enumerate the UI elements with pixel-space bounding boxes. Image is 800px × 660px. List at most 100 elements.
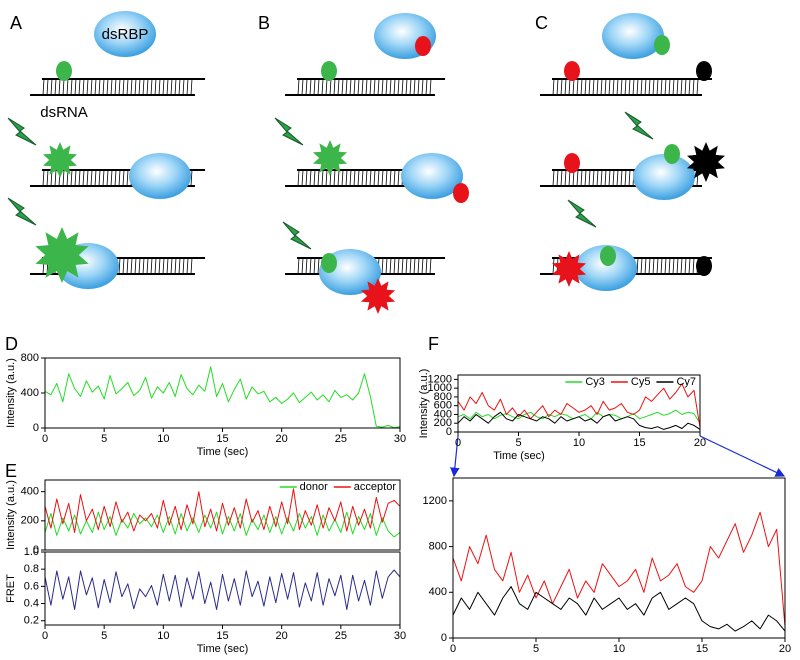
x-tick-label: 15 [216, 630, 228, 642]
plot-frame [452, 477, 786, 639]
base-pairs [42, 78, 193, 96]
trace [44, 488, 401, 533]
dye [600, 246, 616, 266]
panel-label: B [258, 13, 270, 33]
panel-label: C [535, 13, 548, 33]
x-tick-label: 10 [157, 433, 169, 445]
y-tick-label: 0 [33, 544, 39, 556]
plot-frame [44, 357, 401, 429]
legend-label: donor [300, 481, 328, 493]
x-tick-label: 0 [42, 630, 48, 642]
legend-label: Cy3 [585, 376, 605, 388]
x-tick-label: 25 [335, 433, 347, 445]
x-tick-label: 15 [633, 437, 645, 449]
protein [602, 13, 664, 59]
dye [321, 253, 337, 273]
fluorescence-burst [551, 251, 587, 287]
x-tick-label: 20 [276, 433, 288, 445]
excitation [282, 221, 312, 250]
y-tick-label: 0.6 [24, 580, 39, 592]
dye [654, 35, 670, 55]
y-tick-label: 1200 [428, 373, 452, 385]
trace [457, 411, 701, 430]
x-tick-label: 0 [450, 643, 456, 655]
legend-label: Cy5 [631, 376, 651, 388]
fluorescence-burst [35, 227, 89, 283]
x-tick-label: 30 [394, 630, 406, 642]
fluorescence-burst [687, 142, 725, 182]
zoom-arrow [450, 435, 460, 478]
y-tick-label: 400 [434, 408, 452, 420]
x-tick-label: 5 [515, 437, 521, 449]
trace [44, 366, 401, 429]
protein [401, 153, 463, 199]
dye [664, 144, 680, 164]
protein [129, 153, 191, 199]
excitation [567, 199, 597, 228]
y-tick-label: 600 [434, 400, 452, 412]
panel-label: F [428, 334, 439, 354]
dye [696, 256, 712, 276]
trace [452, 586, 786, 632]
y-tick-label: 0.8 [24, 563, 39, 575]
y-tick-label: 0 [33, 422, 39, 434]
dye [564, 61, 580, 81]
dye [56, 61, 72, 81]
x-tick-label: 25 [335, 630, 347, 642]
plot-frame [457, 374, 701, 433]
x-tick-label: 0 [455, 437, 461, 449]
y-axis-label: Intensity (a.u.) [5, 480, 17, 550]
y-tick-label: 0 [446, 426, 452, 438]
x-tick-label: 10 [157, 630, 169, 642]
panel-label: D [5, 334, 18, 354]
y-tick-label: 400 [21, 387, 39, 399]
dye [321, 61, 337, 81]
panel-label: A [10, 13, 22, 33]
zoom-arrow [699, 435, 786, 477]
dye [453, 183, 469, 203]
y-axis-label: Intensity (a.u.) [5, 358, 17, 428]
legend-label: Cy7 [676, 376, 696, 388]
y-tick-label: 0.4 [24, 597, 39, 609]
fluorescence-burst [42, 142, 78, 178]
fluorescence-burst [360, 278, 396, 314]
y-tick-label: 200 [21, 515, 39, 527]
plot-frame [44, 479, 401, 551]
protein [575, 245, 637, 291]
x-tick-label: 15 [216, 433, 228, 445]
x-tick-label: 5 [101, 630, 107, 642]
excitation [274, 117, 304, 146]
x-tick-label: 30 [394, 433, 406, 445]
trace [44, 569, 401, 610]
y-axis-label: FRET [5, 574, 17, 603]
y-tick-label: 1000 [428, 382, 452, 394]
base-pairs [552, 78, 699, 96]
y-tick-label: 1.0 [24, 546, 39, 558]
protein [94, 11, 156, 57]
y-tick-label: 1200 [423, 495, 447, 507]
x-tick-label: 15 [696, 643, 708, 655]
x-tick-label: 20 [779, 643, 791, 655]
x-tick-label: 20 [694, 437, 706, 449]
y-tick-label: 800 [434, 391, 452, 403]
x-tick-label: 0 [42, 433, 48, 445]
protein-label: dsRBP [102, 26, 149, 43]
trace [452, 511, 786, 627]
y-tick-label: 200 [434, 417, 452, 429]
trace [457, 383, 701, 428]
x-tick-label: 10 [573, 437, 585, 449]
y-tick-label: 400 [429, 586, 447, 598]
legend-label: acceptor [354, 481, 397, 493]
y-tick-label: 0.2 [24, 615, 39, 627]
dye [564, 153, 580, 173]
y-axis-label: Intensity (a.u.) [418, 369, 430, 439]
panel-label: E [5, 461, 17, 481]
plot-frame [44, 551, 401, 626]
x-tick-label: 5 [533, 643, 539, 655]
trace [44, 511, 401, 538]
excitation [7, 197, 37, 226]
dye [415, 36, 431, 56]
x-axis-label: Time (sec) [197, 643, 249, 655]
base-pairs [297, 78, 432, 96]
